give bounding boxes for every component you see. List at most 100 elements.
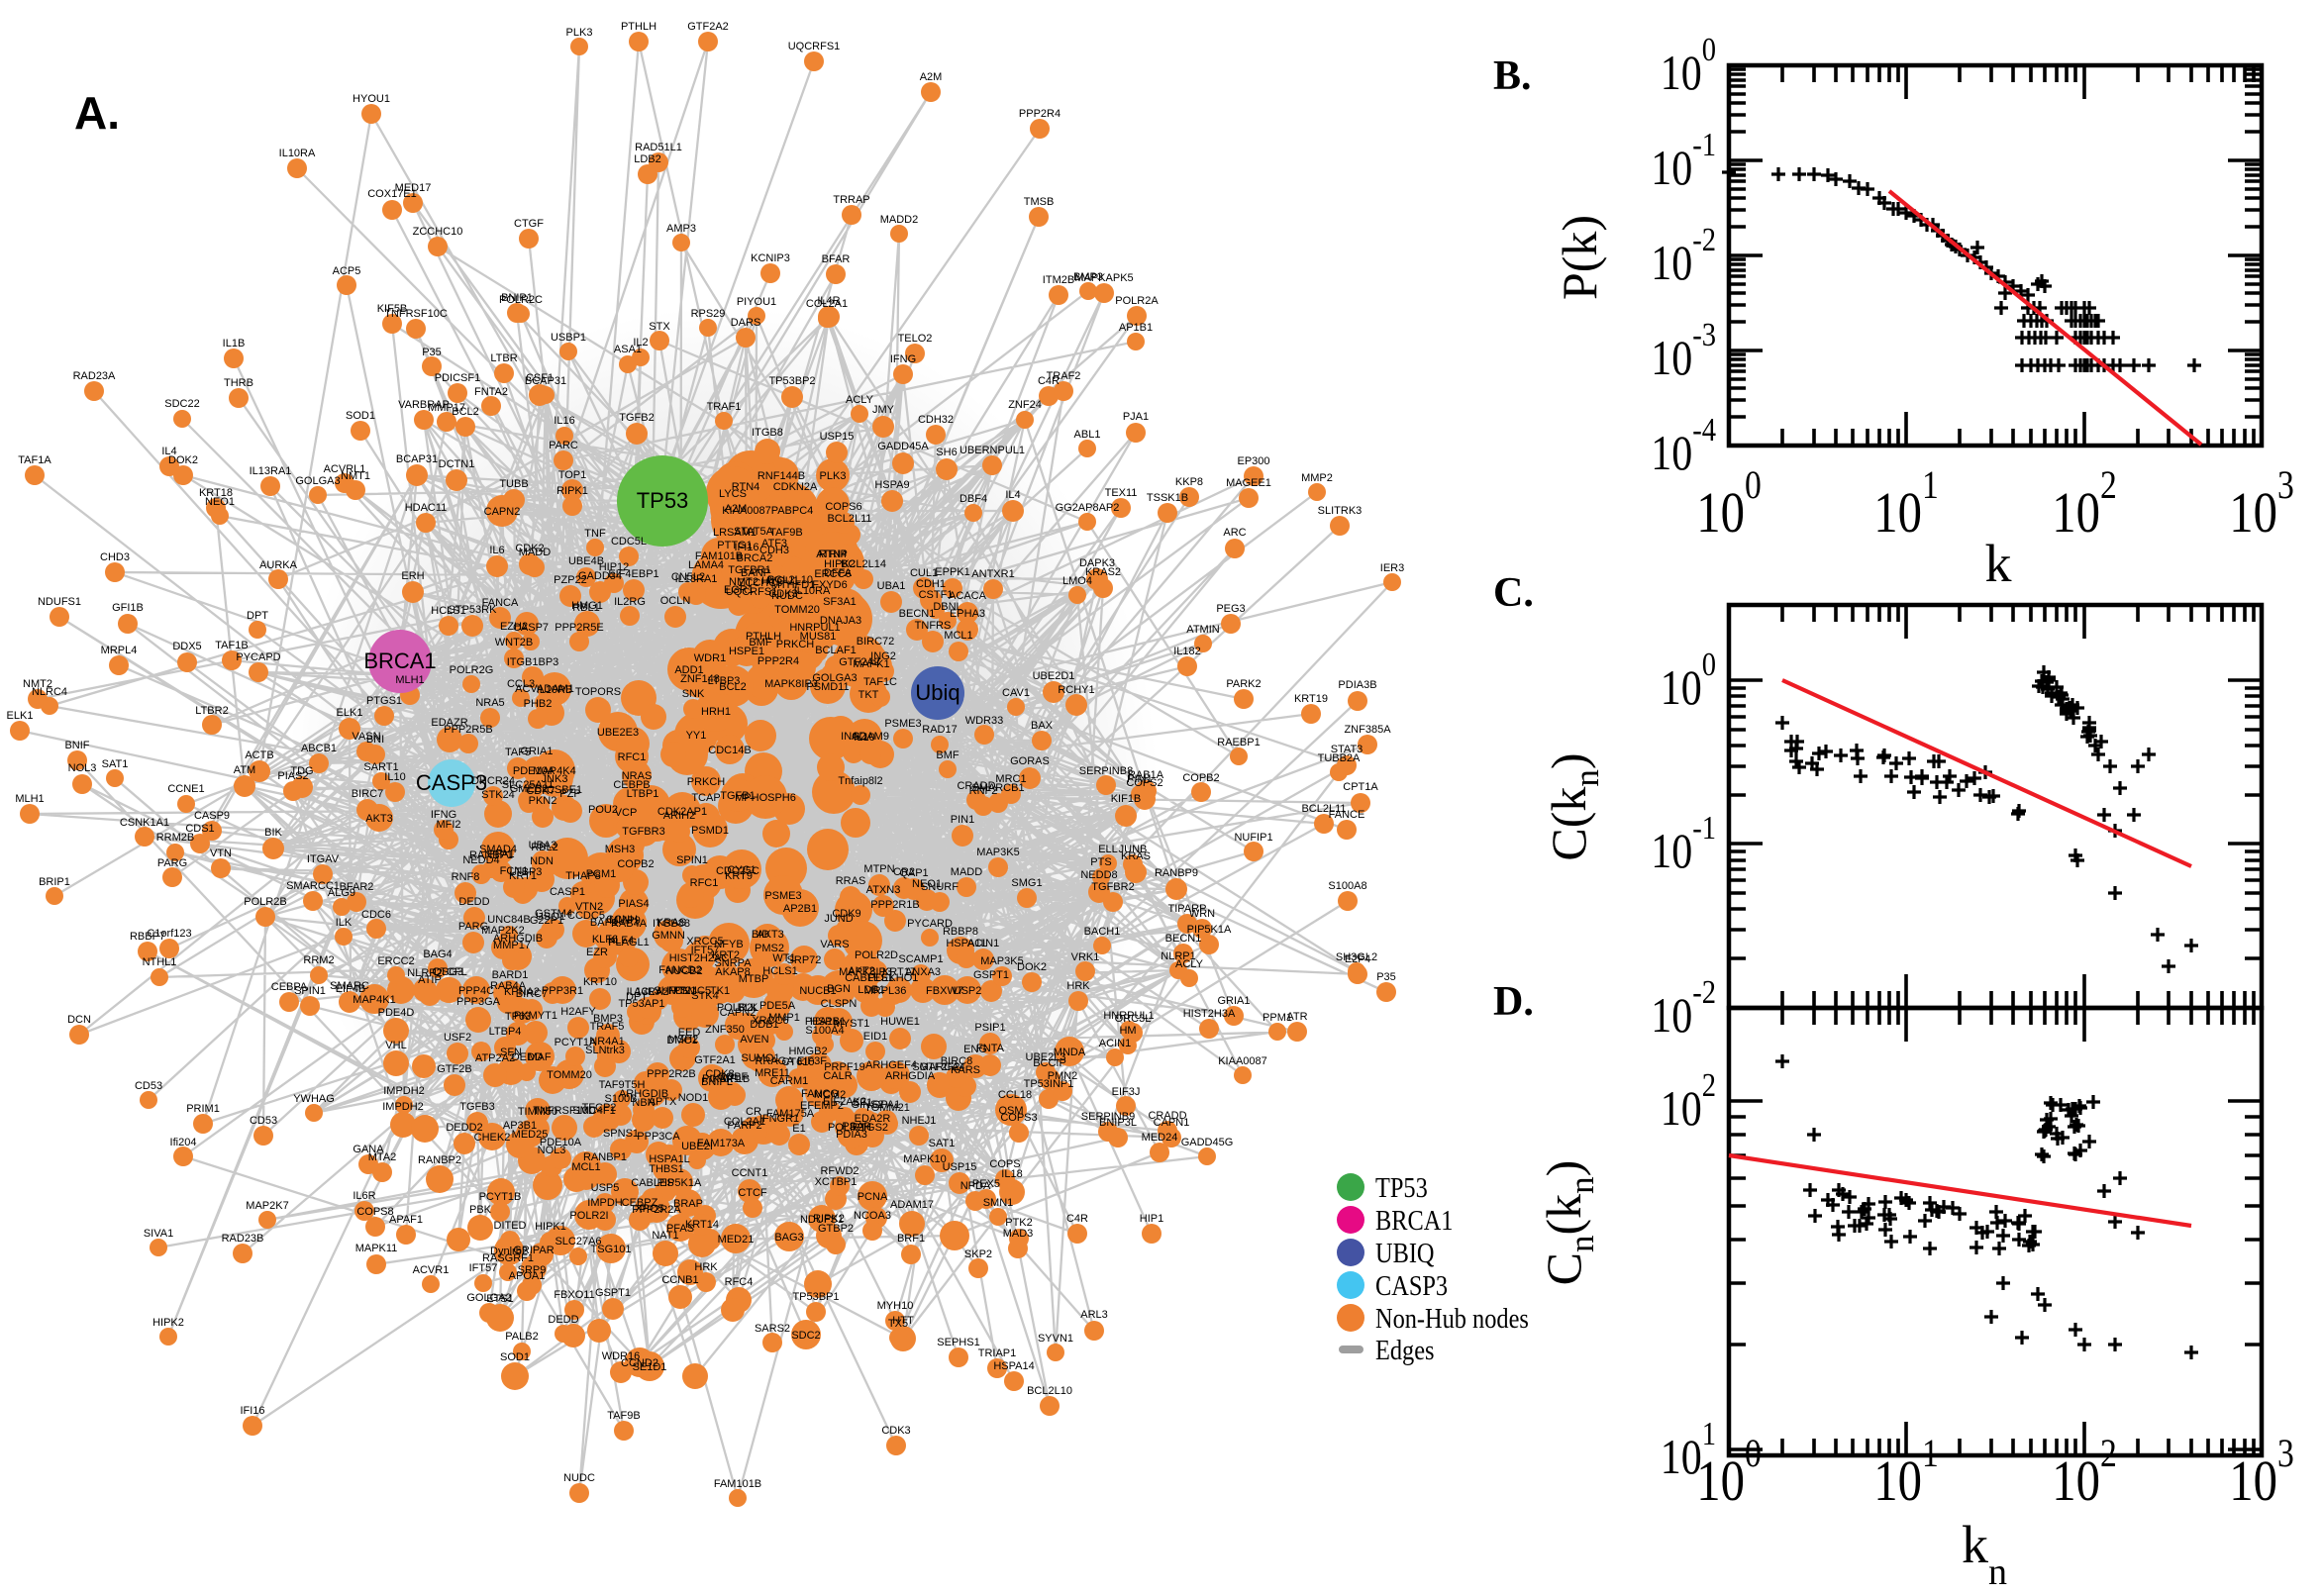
svg-text:RAD23A: RAD23A [73,370,116,382]
svg-text:EPPK1: EPPK1 [935,566,969,578]
svg-text:DNAJA3: DNAJA3 [820,615,861,627]
svg-text:RANBP1: RANBP1 [469,849,513,861]
svg-text:PZP: PZP [559,788,580,800]
svg-text:ATMIN: ATMIN [1186,624,1219,636]
svg-text:CDH3: CDH3 [759,545,789,556]
svg-text:PPP3GA: PPP3GA [456,996,501,1008]
svg-text:ZNF385A: ZNF385A [1344,724,1391,736]
svg-text:TRIAP1: TRIAP1 [978,1347,1017,1359]
svg-text:IL4R: IL4R [817,295,840,307]
svg-text:FAM175A: FAM175A [766,1108,815,1120]
svg-text:MAD3: MAD3 [1003,1228,1034,1240]
svg-text:CASP9: CASP9 [194,810,230,822]
svg-text:UBE2L3: UBE2L3 [1026,1051,1066,1063]
svg-text:CDK8: CDK8 [705,1068,734,1080]
svg-text:AP3B1: AP3B1 [503,1120,537,1132]
svg-text:APAF1: APAF1 [389,1214,423,1226]
svg-text:SOD1: SOD1 [346,410,375,422]
svg-text:NHEJ1: NHEJ1 [902,1115,937,1127]
svg-text:C4R: C4R [1066,1213,1088,1225]
svg-text:FCN1: FCN1 [668,985,697,997]
svg-text:DPT: DPT [626,991,648,1003]
svg-text:RANBP9: RANBP9 [1155,867,1198,879]
svg-text:SMARCB1: SMARCB1 [971,782,1024,794]
svg-text:PARG: PARG [157,857,187,869]
svg-text:EID1: EID1 [863,1031,887,1043]
svg-text:GTF2A2: GTF2A2 [687,21,729,33]
svg-text:BCLAF1: BCLAF1 [815,645,857,656]
svg-text:ITGAV: ITGAV [307,853,340,865]
svg-text:LRSAM1: LRSAM1 [713,527,757,539]
svg-text:SLC25A11: SLC25A11 [502,779,554,791]
svg-text:RIPK1: RIPK1 [556,485,588,497]
svg-text:POLR2H: POLR2H [828,1122,871,1134]
svg-text:SMC4F1: SMC4F1 [572,1105,615,1117]
svg-text:SFN: SFN [500,1047,522,1058]
svg-text:BIRC7: BIRC7 [516,988,548,1000]
svg-text:ABL1: ABL1 [1074,429,1101,441]
svg-text:GOLGA3: GOLGA3 [812,672,857,684]
svg-text:IL16: IL16 [554,415,574,427]
svg-text:DMC1: DMC1 [666,1035,697,1047]
svg-text:RNF2: RNF2 [969,785,998,797]
svg-text:HCLS1: HCLS1 [431,605,465,617]
svg-text:ZCCHC10: ZCCHC10 [413,226,463,238]
svg-text:TAF1B: TAF1B [215,640,248,651]
svg-text:NRAS: NRAS [622,770,653,782]
svg-text:BAX: BAX [1031,720,1054,732]
svg-text:TUBB: TUBB [499,478,528,490]
svg-text:PSMD1: PSMD1 [691,825,729,837]
svg-text:COX17E1: COX17E1 [367,188,417,200]
svg-text:SDC2: SDC2 [791,1330,820,1342]
svg-text:LTBP4: LTBP4 [489,1026,522,1038]
svg-text:PALB2: PALB2 [505,1331,538,1343]
svg-text:KPNA2: KPNA2 [504,986,540,998]
svg-text:BMP3: BMP3 [593,1013,623,1025]
svg-text:MED17: MED17 [395,182,432,194]
svg-text:SE1D1: SE1D1 [633,1361,667,1373]
svg-text:RRM2B: RRM2B [156,832,195,844]
svg-text:IL10: IL10 [854,732,874,744]
svg-text:CSTF1: CSTF1 [919,589,954,601]
svg-text:UBE4B: UBE4B [568,555,604,567]
svg-text:BNI: BNI [366,734,384,746]
svg-text:DDB1: DDB1 [750,1019,778,1031]
svg-text:IL10: IL10 [384,771,405,783]
svg-text:H2AFY: H2AFY [560,1006,596,1018]
svg-text:SARS2: SARS2 [755,1323,790,1335]
svg-text:IL182: IL182 [1173,646,1201,657]
svg-text:OEDD: OEDD [511,1051,543,1063]
svg-text:FBXO11: FBXO11 [554,1289,594,1301]
svg-text:PPP4C: PPP4C [458,985,494,997]
svg-text:CDK2: CDK2 [515,543,544,554]
svg-text:TAF1A: TAF1A [18,454,51,466]
svg-text:HSPA1L: HSPA1L [649,1153,689,1165]
svg-text:IFI16: IFI16 [240,1405,264,1417]
svg-text:TX5: TX5 [888,1318,908,1330]
svg-text:YY1: YY1 [686,730,707,742]
svg-text:PLAGL1: PLAGL1 [608,937,650,948]
svg-text:TP53INP1: TP53INP1 [1024,1078,1074,1090]
svg-text:STAT5A: STAT5A [734,526,774,538]
svg-text:MAP3K5: MAP3K5 [976,847,1019,858]
svg-text:POLR2A: POLR2A [1115,295,1159,307]
svg-text:PSAP: PSAP [842,1121,870,1133]
svg-text:PIN1: PIN1 [951,814,974,826]
svg-text:TOPORS: TOPORS [575,686,621,698]
svg-text:POLR2C: POLR2C [499,294,543,306]
svg-text:PZP22: PZP22 [554,574,587,586]
svg-text:NEDD8: NEDD8 [1080,869,1117,881]
svg-text:IL2: IL2 [633,337,648,349]
svg-text:FAM101B: FAM101B [714,1478,761,1490]
svg-text:NTHL1: NTHL1 [143,956,177,968]
svg-text:PLK3: PLK3 [566,27,593,39]
svg-text:NMT1: NMT1 [341,470,370,482]
svg-text:BRCA1: BRCA1 [1375,1204,1453,1236]
svg-text:PIP5K1A: PIP5K1A [1187,924,1232,936]
svg-text:STK24: STK24 [481,789,515,801]
svg-text:IL18: IL18 [1001,1168,1022,1180]
svg-text:KIAA0087: KIAA0087 [722,505,771,517]
svg-text:PPP2R2A: PPP2R2A [632,1204,681,1216]
svg-text:STK4: STK4 [691,990,719,1002]
svg-text:LDB2: LDB2 [634,153,661,165]
